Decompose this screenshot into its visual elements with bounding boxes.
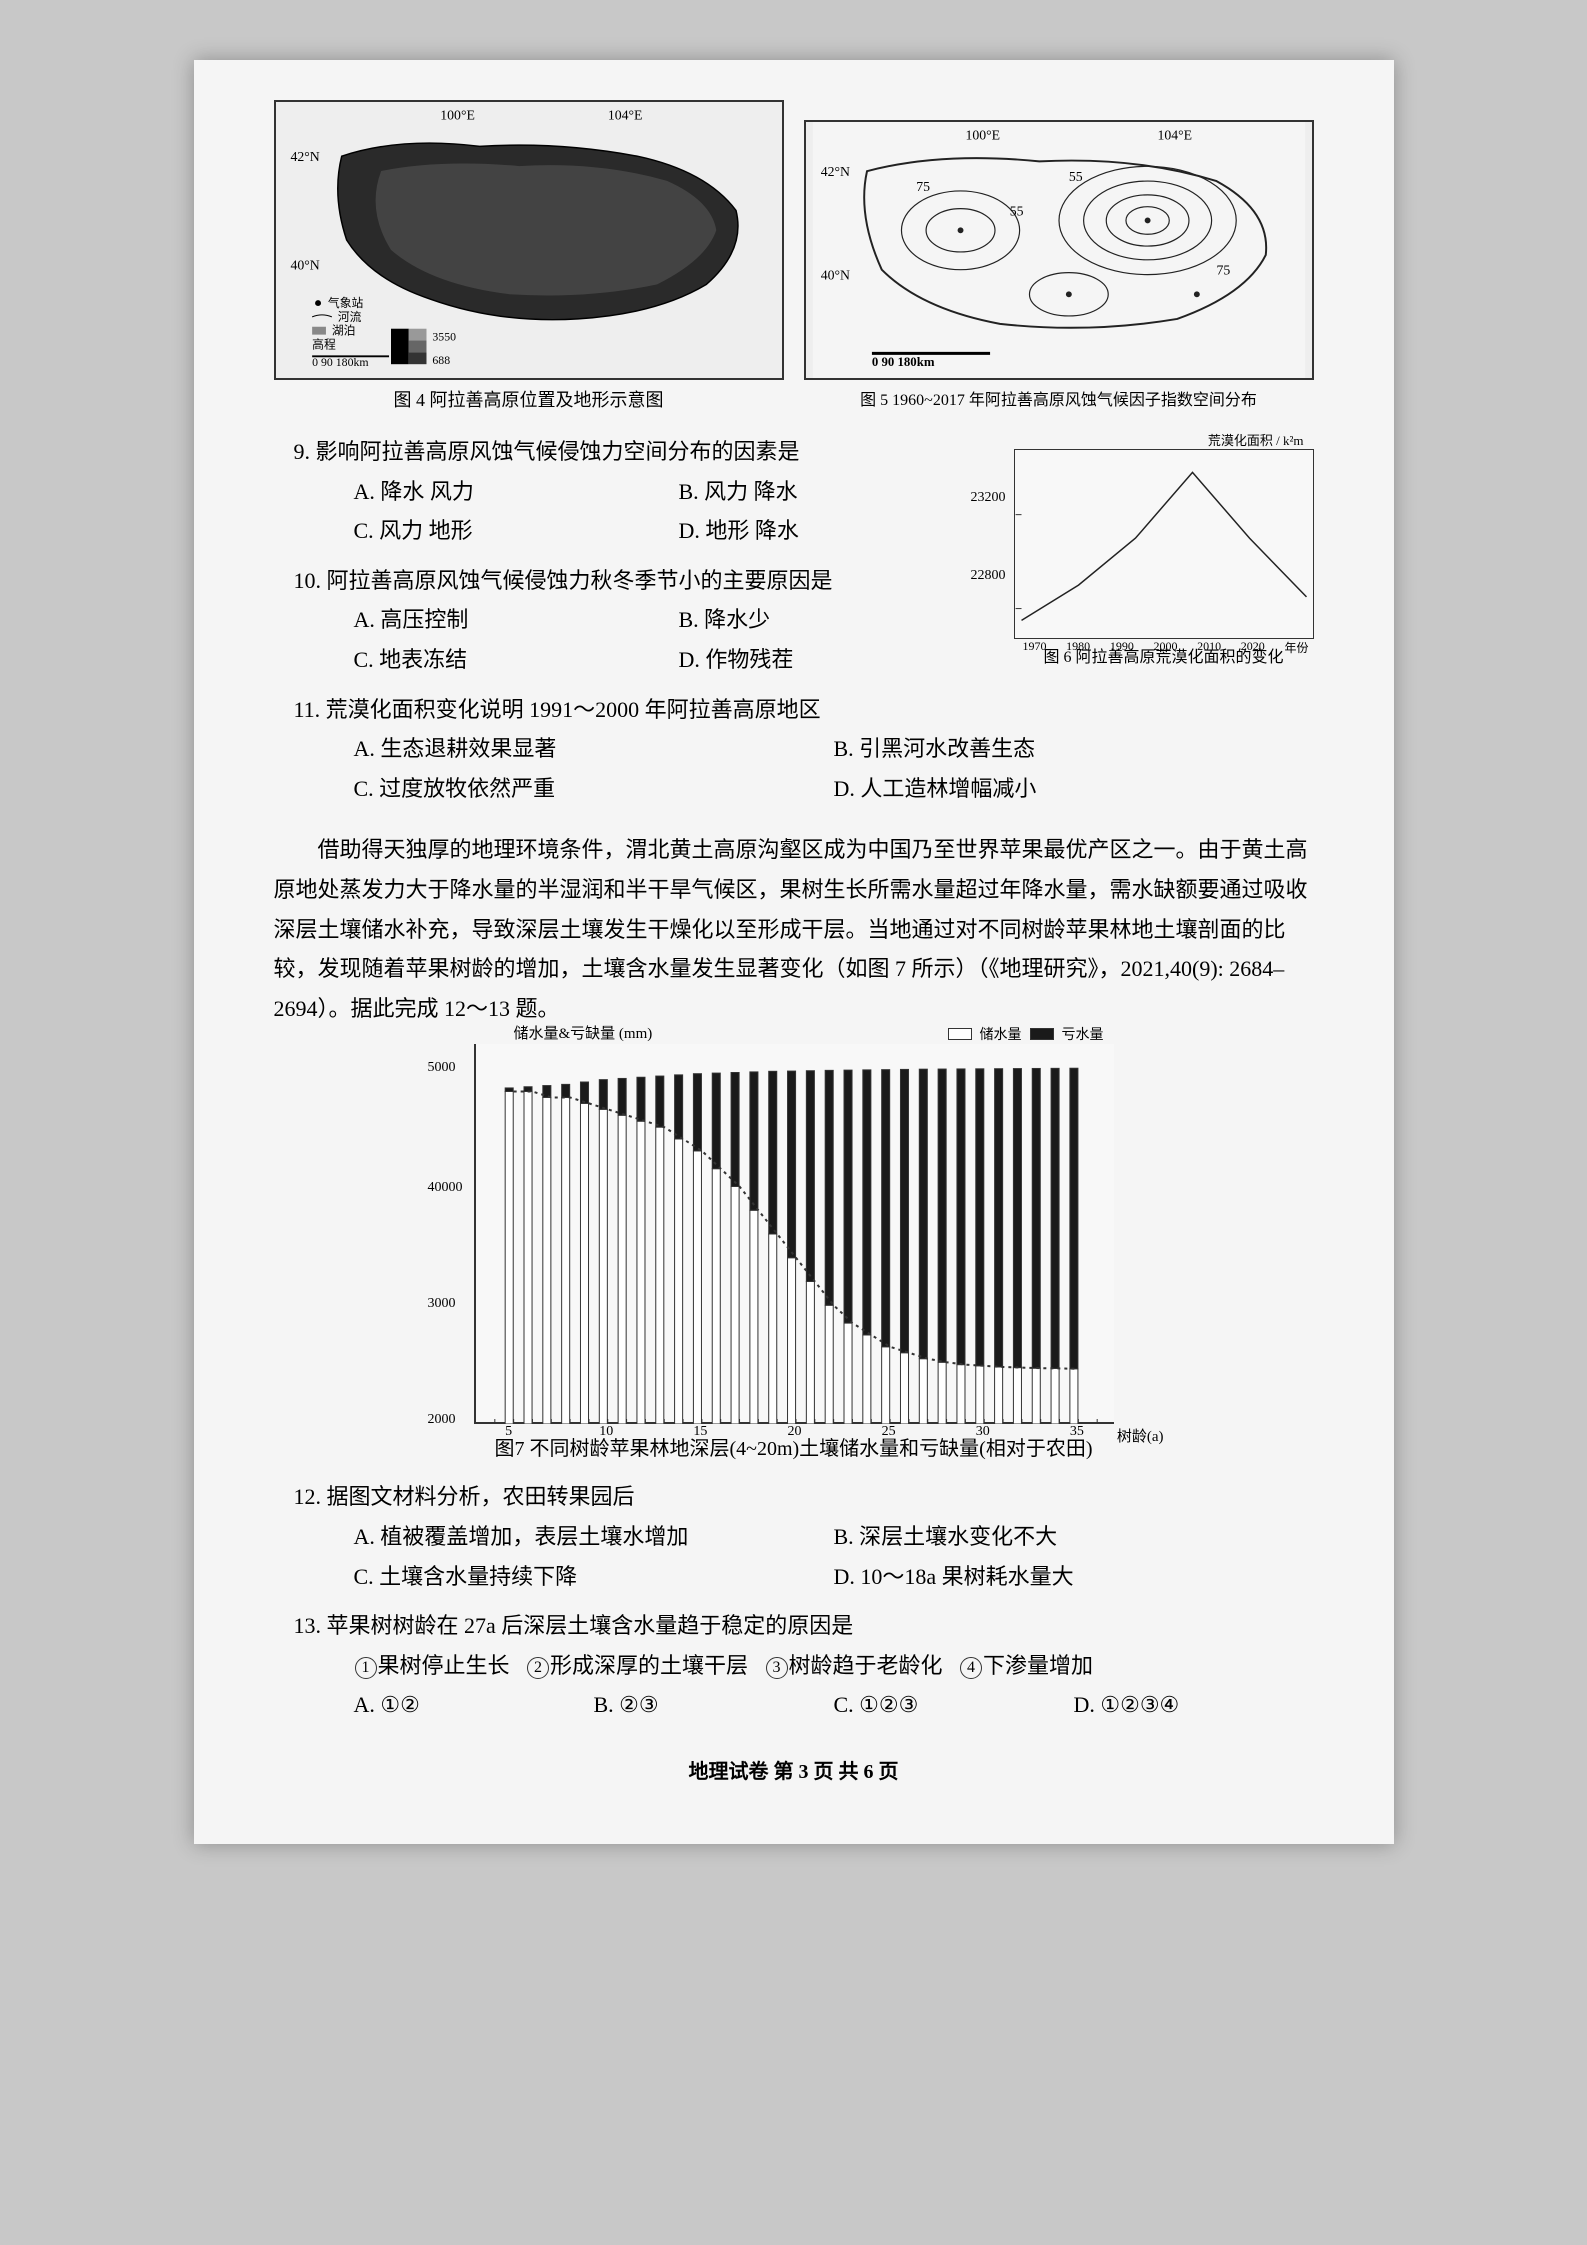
q13-opt-d: D. ①②③④ bbox=[1074, 1685, 1314, 1725]
figure-6-wrap: 荒漠化面积 / k²m 22800 23200 1970 1980 1990 2… bbox=[1014, 430, 1314, 667]
q13-choice-3: 树龄趋于老龄化 bbox=[789, 1653, 943, 1678]
fig7-xtick: 5 bbox=[505, 1424, 512, 1440]
q13-choice-4: 下渗量增加 bbox=[983, 1653, 1093, 1678]
fig5-caption: 图 5 1960~2017 年阿拉善高原风蚀气候因子指数空间分布 bbox=[804, 386, 1314, 410]
q11-opt-b: B. 引黑河水改善生态 bbox=[834, 729, 1314, 769]
svg-text:湖泊: 湖泊 bbox=[331, 324, 355, 338]
svg-text:55: 55 bbox=[1068, 169, 1082, 184]
fig4-lon2: 104°E bbox=[607, 108, 642, 123]
fig7-xlabel: 树龄(a) bbox=[1117, 1425, 1164, 1446]
q12-opt-d: D. 10～18a 果树耗水量大 bbox=[834, 1557, 1314, 1597]
fig7-legend: 储水量 亏水量 bbox=[948, 1024, 1104, 1044]
q10-opt-d: D. 作物残茬 bbox=[679, 640, 1004, 680]
q13-opt-a: A. ①② bbox=[354, 1685, 594, 1725]
fig4-lat1: 42°N bbox=[290, 149, 319, 164]
svg-text:气象站: 气象站 bbox=[327, 296, 363, 310]
q10-opt-a: A. 高压控制 bbox=[354, 600, 679, 640]
svg-text:55: 55 bbox=[1009, 204, 1023, 219]
q11-opt-a: A. 生态退耕效果显著 bbox=[354, 729, 834, 769]
fig4-caption: 图 4 阿拉善高原位置及地形示意图 bbox=[274, 386, 784, 412]
fig6-xtick: 2020 bbox=[1241, 639, 1265, 656]
fig5-lat2: 40°N bbox=[820, 268, 849, 283]
q13-choices: 1果树停止生长 2形成深厚的土壤干层 3树龄趋于老龄化 4下渗量增加 bbox=[354, 1646, 1314, 1686]
q9-opt-d: D. 地形 降水 bbox=[679, 511, 1004, 551]
fig4-lon1: 100°E bbox=[440, 108, 475, 123]
fig7-legend-storage: 储水量 bbox=[980, 1024, 1022, 1044]
svg-text:3550: 3550 bbox=[432, 330, 456, 344]
q11-stem: 11. 荒漠化面积变化说明 1991～2000 年阿拉善高原地区 bbox=[334, 690, 1314, 730]
svg-text:75: 75 bbox=[916, 179, 930, 194]
q13-opt-b: B. ②③ bbox=[594, 1685, 834, 1725]
fig7-xtick: 35 bbox=[1070, 1424, 1084, 1440]
fig7-legend-deficit: 亏水量 bbox=[1062, 1024, 1104, 1044]
question-13: 13. 苹果树树龄在 27a 后深层土壤含水量趋于稳定的原因是 1果树停止生长 … bbox=[274, 1606, 1314, 1725]
q12-opt-b: B. 深层土壤水变化不大 bbox=[834, 1517, 1314, 1557]
figure-4: 100°E 104°E 42°N 40°N 气象站 河流 湖泊 高程 bbox=[274, 100, 784, 380]
fig6-ylabel: 荒漠化面积 / k²m bbox=[1014, 430, 1314, 449]
q10-opt-b: B. 降水少 bbox=[679, 600, 1004, 640]
fig7-xtick: 20 bbox=[788, 1424, 802, 1440]
question-12: 12. 据图文材料分析，农田转果园后 A. 植被覆盖增加，表层土壤水增加 B. … bbox=[274, 1477, 1314, 1596]
fig4-map: 100°E 104°E 42°N 40°N 气象站 河流 湖泊 高程 bbox=[276, 102, 782, 378]
fig7-xtick: 25 bbox=[882, 1424, 896, 1440]
page-footer: 地理试卷 第 3 页 共 6 页 bbox=[274, 1755, 1314, 1784]
fig5-lat1: 42°N bbox=[820, 164, 849, 179]
q12-opt-c: C. 土壤含水量持续下降 bbox=[354, 1557, 834, 1597]
fig6-xtick: 1970 bbox=[1023, 639, 1047, 656]
fig7-ytick: 2000 bbox=[428, 1412, 456, 1428]
figures-row: 100°E 104°E 42°N 40°N 气象站 河流 湖泊 高程 bbox=[274, 100, 1314, 422]
q13-choice-1: 果树停止生长 bbox=[378, 1653, 510, 1678]
fig7-ytick: 5000 bbox=[428, 1060, 456, 1076]
fig6-xlabel: 年份 bbox=[1284, 639, 1308, 656]
figure-5: 100°E 104°E 42°N 40°N bbox=[804, 120, 1314, 380]
q9-opt-b: B. 风力 降水 bbox=[679, 472, 1004, 512]
exam-page: 100°E 104°E 42°N 40°N 气象站 河流 湖泊 高程 bbox=[194, 60, 1394, 1844]
q12-opt-a: A. 植被覆盖增加，表层土壤水增加 bbox=[354, 1517, 834, 1557]
svg-text:高程: 高程 bbox=[312, 337, 336, 351]
fig7-ylabel: 储水量&亏缺量 (mm) bbox=[514, 1022, 653, 1043]
question-11: 11. 荒漠化面积变化说明 1991～2000 年阿拉善高原地区 A. 生态退耕… bbox=[274, 690, 1314, 809]
fig5-lon2: 104°E bbox=[1157, 128, 1192, 143]
fig5-lon1: 100°E bbox=[965, 128, 1000, 143]
fig7-xtick: 15 bbox=[693, 1424, 707, 1440]
svg-text:河流: 河流 bbox=[337, 310, 361, 324]
fig7-ytick: 40000 bbox=[428, 1180, 463, 1196]
q11-opt-d: D. 人工造林增幅减小 bbox=[834, 769, 1314, 809]
fig5-map: 100°E 104°E 42°N 40°N bbox=[806, 122, 1312, 378]
fig6-xtick: 1990 bbox=[1110, 639, 1134, 656]
q9-opt-c: C. 风力 地形 bbox=[354, 511, 679, 551]
q13-stem: 13. 苹果树树龄在 27a 后深层土壤含水量趋于稳定的原因是 bbox=[334, 1606, 1314, 1646]
q13-choice-2: 形成深厚的土壤干层 bbox=[550, 1653, 748, 1678]
q9-opt-a: A. 降水 风力 bbox=[354, 472, 679, 512]
svg-text:0 90 180km: 0 90 180km bbox=[871, 355, 934, 369]
fig7-xtick: 30 bbox=[976, 1424, 990, 1440]
fig6-xtick: 2010 bbox=[1197, 639, 1221, 656]
figure-7: 2000 3000 40000 5000 树龄(a) 5101520253035 bbox=[474, 1044, 1114, 1424]
svg-text:75: 75 bbox=[1216, 263, 1230, 278]
q10-opt-c: C. 地表冻结 bbox=[354, 640, 679, 680]
fig6-ytick: 22800 bbox=[971, 568, 1006, 584]
figure-6: 22800 23200 1970 1980 1990 2000 2010 202… bbox=[1014, 449, 1314, 639]
q11-opt-c: C. 过度放牧依然严重 bbox=[354, 769, 834, 809]
svg-text:688: 688 bbox=[432, 353, 450, 367]
figure-7-wrap: 储水量&亏缺量 (mm) 储水量 亏水量 2000 3000 40000 500… bbox=[274, 1044, 1314, 1424]
fig4-lat2: 40°N bbox=[290, 258, 319, 273]
fig6-xtick: 2000 bbox=[1153, 639, 1177, 656]
q12-stem: 12. 据图文材料分析，农田转果园后 bbox=[334, 1477, 1314, 1517]
fig6-ytick: 23200 bbox=[971, 490, 1006, 506]
fig7-ytick: 3000 bbox=[428, 1296, 456, 1312]
fig6-xtick: 1980 bbox=[1066, 639, 1090, 656]
fig7-xtick: 10 bbox=[599, 1424, 613, 1440]
passage-text: 借助得天独厚的地理环境条件，渭北黄土高原沟壑区成为中国乃至世界苹果最优产区之一。… bbox=[274, 830, 1314, 1028]
q13-opt-c: C. ①②③ bbox=[834, 1685, 1074, 1725]
